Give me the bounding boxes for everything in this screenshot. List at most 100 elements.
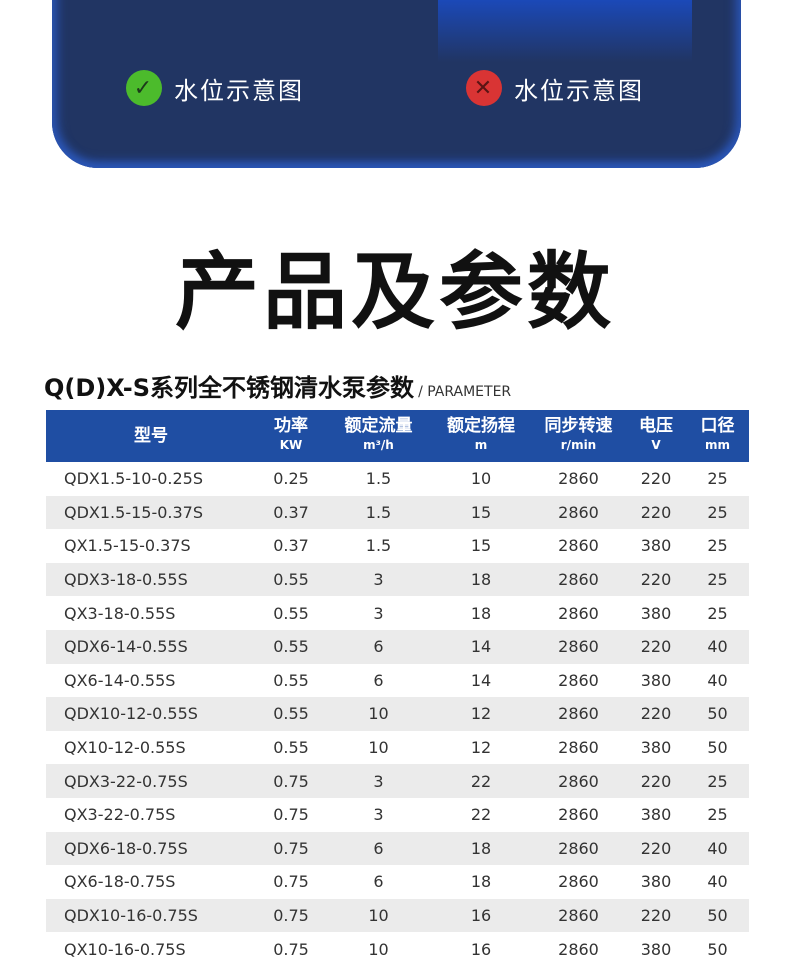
table-title-main: Q(D)X-S系列全不锈钢清水泵参数 [44,374,415,402]
table-cell: 0.55 [273,670,309,690]
table-row: QX10-16-0.75S 0.75 10 16 2860 380 50 [46,932,749,966]
table-cell: QX10-16-0.75S [64,939,186,959]
table-cell: QX3-22-0.75S [64,805,176,825]
table-cell: 2860 [531,764,626,798]
header-unit: m³/h [363,438,394,452]
table-cell: 18 [470,872,492,892]
header-label: 额定扬程 [447,416,515,436]
table-row: QX3-22-0.75S 0.75 3 22 2860 380 25 [46,798,749,832]
table-cell: 1.5 [326,495,431,530]
table-cell: 40 [707,872,728,892]
table-cell: 2860 [531,562,626,597]
table-cell: 2860 [531,629,626,664]
table-cell: 0.75 [273,939,309,959]
table-cell: 40 [707,670,728,690]
header-label: 型号 [134,425,168,446]
table-cell: 0.37 [256,495,326,530]
table-cell: 0.75 [273,872,309,892]
table-cell: 50 [686,697,749,731]
header-label: 口径 [700,416,735,436]
table-cell: 16 [470,939,492,959]
header-label: 额定流量 [344,416,413,436]
table-cell: 380 [640,805,672,825]
table-row: QDX6-18-0.75S 0.75 6 18 2860 220 40 [46,831,749,866]
header-unit: KW [279,438,303,452]
table-cell: 10 [368,738,389,758]
table-cell: QX1.5-15-0.37S [64,536,191,556]
table-title-suffix: / PARAMETER [418,384,512,400]
table-cell: 380 [640,603,672,623]
table-cell: 6 [373,670,384,690]
table-cell: 0.55 [273,603,309,623]
table-cell: 18 [431,562,531,597]
table-cell: 25 [686,562,749,597]
table-row: QDX10-12-0.55S 0.55 10 12 2860 220 50 [46,697,749,731]
water-level-banner [52,0,741,168]
table-cell: QDX1.5-10-0.25S [64,469,204,489]
table-cell: QX10-12-0.55S [64,738,186,758]
table-cell: 6 [373,872,384,892]
table-cell: 0.75 [256,764,326,798]
table-cell: 380 [640,872,672,892]
table-row: QDX6-14-0.55S 0.55 6 14 2860 220 40 [46,629,749,664]
table-cell: QX6-18-0.75S [64,872,176,892]
table-cell: QX6-14-0.55S [64,670,176,690]
table-cell: 22 [470,805,492,825]
column-header: 额定扬程 m [431,410,531,462]
table-cell: 2860 [531,495,626,530]
table-cell: 0.75 [256,831,326,866]
diagram-image [438,0,692,62]
table-cell: 18 [470,603,492,623]
table-cell: 14 [431,629,531,664]
table-cell: 380 [640,738,672,758]
header-unit: V [651,438,661,452]
table-cell: 40 [686,831,749,866]
caption-text: 水位示意图 [514,76,644,105]
table-cell: 380 [640,536,672,556]
column-header: 型号 [46,410,256,462]
table-cell: 220 [626,495,686,530]
table-cell: 220 [626,898,686,933]
table-cell: 1.5 [365,469,392,489]
table-row: QDX1.5-10-0.25S 0.25 1.5 10 2860 220 25 [46,462,749,496]
table-cell: 22 [431,764,531,798]
table-cell: QDX3-18-0.55S [46,562,256,597]
table-cell: 0.55 [256,562,326,597]
table-cell: 2860 [531,697,626,731]
table-cell: 0.37 [273,536,309,556]
section-title: 产品及参数 [174,243,615,341]
table-cell: 12 [431,697,531,731]
table-cell: 2860 [558,872,599,892]
table-cell: 16 [431,898,531,933]
column-header: 电压 V [626,410,686,462]
table-title: Q(D)X-S系列全不锈钢清水泵参数 / PARAMETER [44,368,511,403]
table-row: QDX10-16-0.75S 0.75 10 16 2860 220 50 [46,898,749,933]
header-label: 电压 [639,416,673,436]
table-row: QX10-12-0.55S 0.55 10 12 2860 380 50 [46,731,749,765]
table-cell: 6 [326,629,431,664]
table-cell: 2860 [531,898,626,933]
table-cell: 220 [626,697,686,731]
table-cell: 0.55 [273,738,309,758]
table-cell: 220 [626,831,686,866]
table-cell: 25 [686,764,749,798]
table-cell: 50 [707,939,728,959]
cross-icon: ✕ [466,70,502,106]
table-cell: 2860 [558,738,599,758]
table-row: QX6-14-0.55S 0.55 6 14 2860 380 40 [46,664,749,698]
table-row: QDX3-18-0.55S 0.55 3 18 2860 220 25 [46,562,749,597]
table-row: QX3-18-0.55S 0.55 3 18 2860 380 25 [46,596,749,630]
header-label: 同步转速 [544,416,613,436]
table-cell: 0.55 [256,629,326,664]
table-cell: 18 [431,831,531,866]
column-header: 同步转速 r/min [531,410,626,462]
table-cell: QX3-18-0.55S [64,603,176,623]
column-header: 口径 mm [686,410,749,462]
table-row: QDX3-22-0.75S 0.75 3 22 2860 220 25 [46,764,749,798]
table-cell: 6 [326,831,431,866]
table-cell: 2860 [558,805,599,825]
table-cell: 380 [640,939,672,959]
table-cell: 2860 [531,831,626,866]
table-cell: 2860 [558,536,599,556]
table-cell: 10 [326,697,431,731]
